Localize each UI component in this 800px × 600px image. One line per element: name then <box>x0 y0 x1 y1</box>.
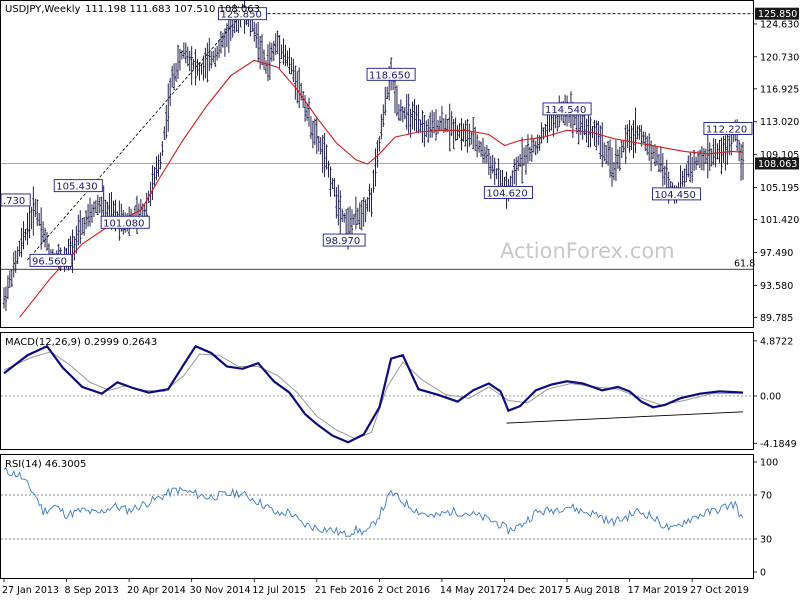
annotation-box <box>29 253 73 267</box>
x-axis-label: 20 Apr 2014 <box>127 585 186 596</box>
annotation-box <box>100 215 150 229</box>
macd-axis-label: -4.1849 <box>760 439 797 450</box>
x-axis-label: 30 Nov 2014 <box>190 585 251 596</box>
macd-axis-label: 0.00 <box>760 391 781 402</box>
x-axis-label: 24 Dec 2017 <box>502 585 563 596</box>
fib-label: 61.8 <box>734 258 755 269</box>
annotation-box <box>542 102 592 116</box>
x-axis-label: 21 Feb 2016 <box>315 585 374 596</box>
last-price-box <box>755 157 799 170</box>
rsi-axis-label: 0 <box>760 568 766 579</box>
ohlc-readout: 111.198 111.683 107.510 108.063 <box>85 4 260 15</box>
macd-axis-label: 4.8722 <box>760 336 793 347</box>
annotation-box <box>483 186 533 199</box>
x-axis-label: 5 Aug 2018 <box>565 585 620 596</box>
annotation-box <box>703 122 753 135</box>
rsi-axis-label: 30 <box>760 535 772 546</box>
rsi-axis-label: 100 <box>760 458 778 469</box>
rsi-line <box>3 467 744 538</box>
annotation-label: 98.970 <box>325 236 360 247</box>
high-marker-box <box>755 7 799 20</box>
x-axis-label: 12 Jul 2015 <box>252 585 306 596</box>
x-axis-label: 8 Sep 2013 <box>65 585 119 596</box>
annotation-label: .730 <box>3 196 25 207</box>
annotation-box <box>322 233 366 247</box>
annotation-label: 125.850 <box>220 10 261 21</box>
price-axis-label: 89.785 <box>760 313 793 324</box>
annotation-box <box>218 7 268 21</box>
price-axis-label: 93.580 <box>760 281 793 292</box>
rsi-panel-frame <box>0 454 754 579</box>
annotation-box <box>0 193 31 207</box>
price-axis-label: 101.420 <box>760 215 799 226</box>
last-price-label: 108.063 <box>758 159 797 170</box>
price-axis-label: 113.020 <box>760 117 799 128</box>
rsi-axis-label: 70 <box>760 491 772 502</box>
annotation-label: 104.450 <box>654 190 695 201</box>
annotation-label: 114.540 <box>545 105 586 116</box>
rsi-header: RSI(14) 46.3005 <box>5 459 86 470</box>
annotation-box <box>366 67 416 81</box>
macd-support-line <box>506 411 744 424</box>
dashed-trend-line <box>27 13 243 261</box>
price-axis-label: 109.105 <box>760 150 799 161</box>
x-axis-label: 17 Mar 2019 <box>628 585 688 596</box>
annotation-label: 96.560 <box>32 256 67 267</box>
watermark: ActionForex.com <box>500 239 675 263</box>
annotation-label: 101.080 <box>103 218 144 229</box>
price-axis-label: 97.490 <box>760 248 793 259</box>
high-marker-label: 125.850 <box>758 9 797 20</box>
annotation-label: 112.220 <box>706 124 747 135</box>
x-axis-label: 2 Oct 2016 <box>377 585 430 596</box>
x-axis-label: 27 Oct 2019 <box>690 585 749 596</box>
price-axis-label: 116.925 <box>760 84 799 95</box>
price-axis-label: 105.195 <box>760 183 799 194</box>
annotation-box <box>53 179 103 193</box>
price-axis-label: 124.630 <box>760 19 799 30</box>
price-axis-label: 120.730 <box>760 52 799 63</box>
annotation-label: 118.650 <box>369 70 410 81</box>
annotation-box <box>652 187 702 201</box>
macd-panel-frame <box>0 332 754 450</box>
x-axis-label: 27 Jan 2013 <box>2 585 59 596</box>
x-axis-label: 14 May 2017 <box>440 585 502 596</box>
macd-header: MACD(12,26,9) 0.2999 0.2643 <box>5 337 157 348</box>
annotation-label: 105.430 <box>56 182 97 193</box>
moving-average-line <box>19 59 744 318</box>
macd-line <box>3 344 744 444</box>
price-header: USDJPY,Weekly <box>5 4 81 15</box>
annotation-label: 104.620 <box>486 188 527 199</box>
